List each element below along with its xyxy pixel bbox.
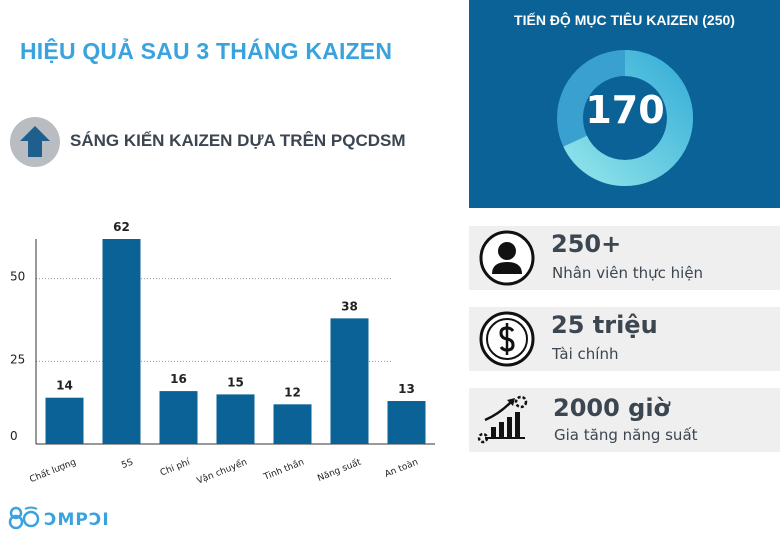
target-panel: TIẾN ĐỘ MỤC TIÊU KAIZEN (250) 170	[469, 0, 780, 208]
target-panel-title: TIẾN ĐỘ MỤC TIÊU KAIZEN (250)	[514, 12, 735, 28]
bar-value-label: 15	[227, 375, 244, 389]
stat-value: 25 triệu	[551, 311, 658, 339]
stat-label: Tài chính	[552, 345, 619, 363]
section-subtitle: SÁNG KIẾN KAIZEN DỰA TRÊN PQCDSM	[70, 131, 406, 150]
bar	[216, 394, 255, 444]
person-icon	[479, 230, 535, 286]
arrow-up-icon	[10, 117, 60, 167]
bar	[330, 318, 369, 444]
progress-donut	[557, 50, 693, 186]
x-tick-label: Tinh thần	[261, 457, 305, 483]
svg-text:ƆMPƆI: ƆMPƆI	[44, 510, 108, 530]
x-tick-label: Năng suất	[316, 456, 363, 484]
y-tick-label: 0	[10, 429, 18, 443]
dollar-icon	[479, 311, 535, 367]
growth-chart-icon	[477, 395, 528, 444]
stat-label: Nhân viên thực hiện	[552, 264, 704, 282]
bar	[159, 391, 198, 444]
bar-value-label: 12	[284, 385, 301, 399]
bar	[273, 404, 312, 444]
y-tick-label: 50	[10, 270, 25, 284]
stat-value: 250+	[551, 230, 622, 258]
x-tick-label: Chi phí	[159, 457, 192, 478]
bar-value-label: 62	[113, 220, 130, 234]
kaizen-bar-chart: 0 25 50 14 Chất lượng 62 5S 16 Chi phí 15 Vận chuy…	[10, 220, 435, 487]
stat-card-employees: 250+ Nhân viên thực hiện	[469, 226, 780, 290]
company-logo: ƆMPƆI	[8, 506, 108, 530]
bar-value-label: 16	[170, 372, 187, 386]
stat-value: 2000 giờ	[553, 394, 671, 422]
bar	[102, 239, 141, 444]
donut-progress	[557, 50, 693, 186]
x-tick-label: Chất lượng	[28, 457, 78, 486]
stat-card-finance: 25 triệu Tài chính	[469, 307, 780, 371]
bar	[45, 397, 84, 444]
stat-label: Gia tăng năng suất	[554, 426, 698, 444]
page-title: HIỆU QUẢ SAU 3 THÁNG KAIZEN	[20, 38, 393, 64]
bar-value-label: 38	[341, 299, 358, 313]
bar-value-label: 14	[56, 379, 73, 393]
target-value: 170	[585, 88, 665, 132]
bar-value-label: 13	[398, 382, 415, 396]
y-tick-label: 25	[10, 352, 25, 366]
bar	[387, 401, 426, 444]
x-tick-label: Vận chuyển	[195, 457, 248, 487]
stat-card-productivity: 2000 giờ Gia tăng năng suất	[469, 388, 780, 452]
x-tick-label: 5S	[120, 457, 135, 471]
x-tick-label: An toàn	[383, 458, 419, 480]
